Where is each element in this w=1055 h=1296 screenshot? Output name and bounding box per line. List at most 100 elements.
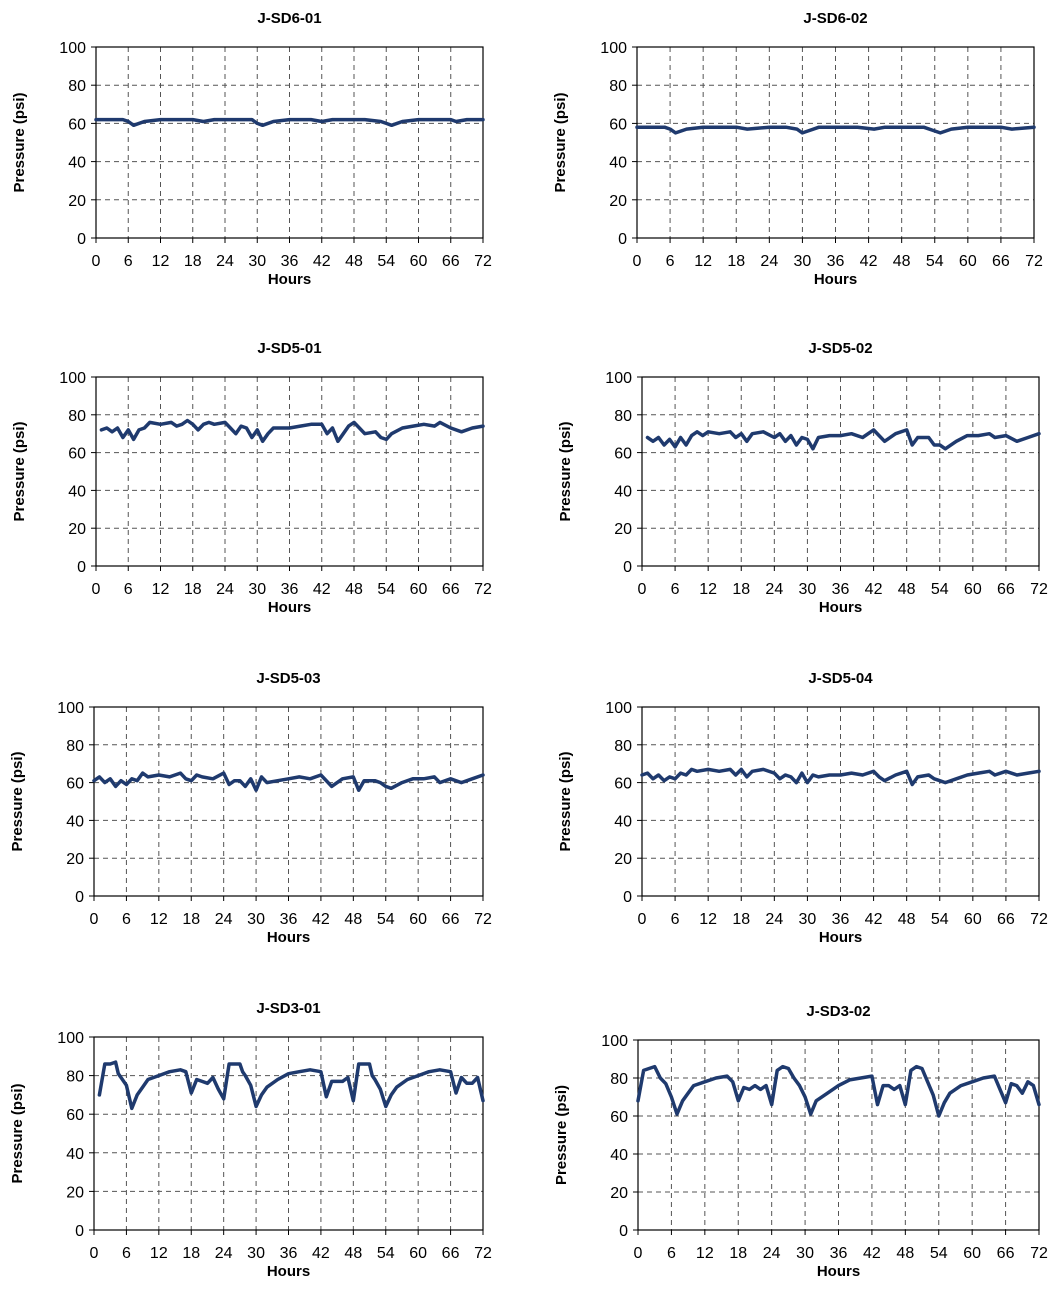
- x-tick-label: 18: [732, 911, 750, 928]
- y-tick-label: 40: [614, 813, 632, 830]
- x-tick-label: 42: [860, 253, 878, 270]
- y-tick-label: 0: [623, 889, 632, 906]
- chart-title: J-SD5-03: [256, 670, 320, 687]
- x-tick-label: 72: [474, 253, 492, 270]
- x-tick-label: 30: [248, 253, 266, 270]
- x-tick-label: 12: [150, 911, 168, 928]
- y-tick-label: 60: [610, 1109, 628, 1126]
- y-axis-label: Pressure (psi): [552, 92, 569, 192]
- x-tick-label: 42: [312, 1245, 330, 1262]
- y-tick-label: 40: [68, 483, 86, 500]
- x-tick-label: 30: [247, 1245, 265, 1262]
- y-tick-label: 80: [609, 78, 627, 95]
- y-tick-label: 20: [68, 193, 86, 210]
- x-tick-label: 18: [732, 581, 750, 598]
- x-tick-label: 72: [1030, 581, 1048, 598]
- x-tick-label: 60: [409, 1245, 427, 1262]
- chart-8: J-SD3-02 0 20 40 60 80 100 0 6 12 18 24 30 36 42 48 54 60…: [553, 1003, 1048, 1280]
- chart-title: J-SD5-04: [808, 670, 873, 687]
- x-axis-label: Hours: [819, 929, 862, 946]
- y-tick-label: 20: [614, 851, 632, 868]
- y-tick-label: 40: [609, 155, 627, 172]
- x-tick-label: 66: [442, 1245, 460, 1262]
- x-tick-label: 12: [150, 1245, 168, 1262]
- series-line: [94, 117, 485, 128]
- x-tick-label: 24: [216, 253, 234, 270]
- x-tick-label: 48: [898, 581, 916, 598]
- x-axis-label: Hours: [817, 1263, 860, 1280]
- y-tick-label: 60: [68, 446, 86, 463]
- x-tick-label: 12: [152, 253, 170, 270]
- y-axis-label: Pressure (psi): [11, 421, 28, 521]
- chart-title: J-SD3-02: [806, 1003, 870, 1020]
- x-tick-label: 0: [90, 1245, 99, 1262]
- x-tick-label: 24: [765, 911, 783, 928]
- y-tick-label: 100: [605, 370, 632, 387]
- x-tick-label: 12: [696, 1245, 714, 1262]
- x-tick-label: 24: [215, 911, 233, 928]
- x-tick-label: 60: [964, 581, 982, 598]
- y-tick-label: 60: [66, 776, 84, 793]
- x-tick-label: 36: [280, 911, 298, 928]
- x-tick-label: 54: [931, 911, 949, 928]
- x-tick-label: 0: [638, 911, 647, 928]
- x-axis-label: Hours: [819, 599, 862, 616]
- x-tick-label: 12: [699, 911, 717, 928]
- y-tick-label: 60: [66, 1107, 84, 1124]
- x-tick-label: 42: [313, 253, 331, 270]
- y-axis-label: Pressure (psi): [9, 751, 26, 851]
- x-tick-label: 18: [182, 1245, 200, 1262]
- x-tick-label: 18: [182, 911, 200, 928]
- x-tick-label: 30: [794, 253, 812, 270]
- x-tick-label: 36: [281, 581, 299, 598]
- y-tick-label: 80: [614, 738, 632, 755]
- series-line: [635, 125, 1036, 135]
- y-tick-label: 100: [57, 700, 84, 717]
- y-tick-label: 100: [59, 370, 86, 387]
- x-tick-label: 6: [671, 911, 680, 928]
- y-tick-label: 60: [614, 776, 632, 793]
- x-tick-label: 24: [765, 581, 783, 598]
- series-line: [97, 1060, 485, 1111]
- x-tick-label: 6: [671, 581, 680, 598]
- y-tick-label: 20: [610, 1185, 628, 1202]
- x-tick-label: 30: [799, 911, 817, 928]
- y-tick-label: 100: [600, 40, 627, 57]
- x-tick-label: 66: [442, 253, 460, 270]
- y-tick-label: 0: [77, 231, 86, 248]
- series-line: [640, 767, 1041, 787]
- x-tick-label: 72: [474, 911, 492, 928]
- x-tick-label: 24: [216, 581, 234, 598]
- x-tick-label: 18: [184, 581, 202, 598]
- x-tick-label: 36: [827, 253, 845, 270]
- x-tick-label: 36: [832, 581, 850, 598]
- x-tick-label: 60: [964, 911, 982, 928]
- y-tick-label: 100: [605, 700, 632, 717]
- x-tick-label: 60: [963, 1245, 981, 1262]
- x-tick-label: 54: [930, 1245, 948, 1262]
- x-tick-label: 42: [865, 911, 883, 928]
- series-line: [92, 771, 485, 792]
- x-tick-label: 72: [1030, 911, 1048, 928]
- y-tick-label: 100: [57, 1030, 84, 1047]
- x-tick-label: 0: [90, 911, 99, 928]
- y-tick-label: 60: [609, 116, 627, 133]
- chart-4: J-SD5-02 0 20 40 60 80 100 0 6 12 18 24 30 36 42 48 54 60…: [557, 340, 1048, 616]
- x-tick-label: 6: [122, 1245, 131, 1262]
- x-tick-label: 48: [345, 581, 363, 598]
- x-tick-label: 0: [92, 253, 101, 270]
- y-axis-label: Pressure (psi): [553, 1085, 570, 1185]
- x-tick-label: 24: [215, 1245, 233, 1262]
- x-tick-label: 36: [830, 1245, 848, 1262]
- x-tick-label: 0: [634, 1245, 643, 1262]
- y-tick-label: 0: [623, 559, 632, 576]
- series-line: [99, 418, 485, 444]
- y-tick-label: 20: [68, 521, 86, 538]
- x-tick-label: 36: [281, 253, 299, 270]
- x-axis-label: Hours: [267, 1263, 310, 1280]
- x-tick-label: 48: [345, 253, 363, 270]
- y-tick-label: 40: [68, 155, 86, 172]
- x-tick-label: 6: [667, 1245, 676, 1262]
